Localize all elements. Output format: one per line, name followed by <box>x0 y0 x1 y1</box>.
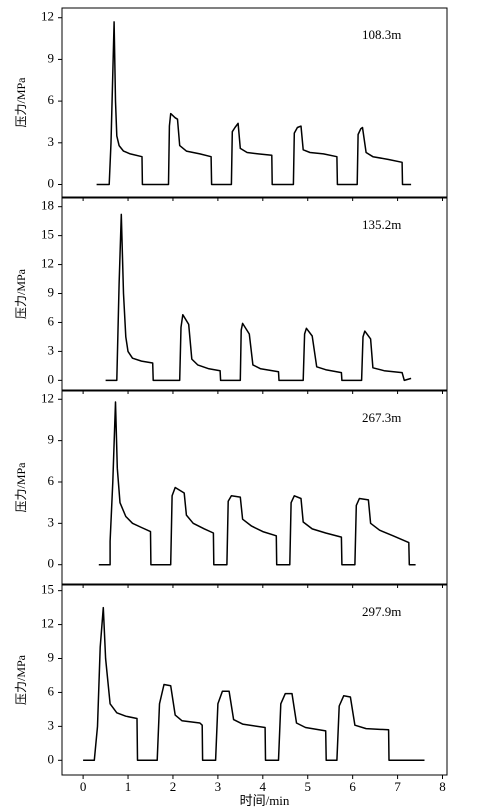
y-axis-label: 压力/MPa <box>14 654 28 705</box>
y-tick-label: 0 <box>48 751 55 766</box>
annotation: 267.3m <box>362 410 401 425</box>
pressure-line <box>98 401 416 566</box>
y-tick-label: 6 <box>48 313 55 328</box>
x-tick-label: 7 <box>394 779 401 794</box>
y-tick-label: 6 <box>48 683 55 698</box>
plot-frame <box>61 390 448 585</box>
y-tick-label: 9 <box>48 50 55 65</box>
annotation: 297.9m <box>362 604 401 619</box>
y-tick-label: 0 <box>48 371 55 386</box>
annotation: 108.3m <box>362 27 401 42</box>
pressure-line <box>96 21 412 186</box>
x-tick-label: 2 <box>170 779 177 794</box>
pressure-line <box>105 213 412 382</box>
y-tick-label: 9 <box>48 285 55 300</box>
x-axis-label: 时间/min <box>240 793 290 808</box>
y-tick-label: 9 <box>48 649 55 664</box>
y-tick-label: 6 <box>48 473 55 488</box>
y-tick-label: 0 <box>48 556 55 571</box>
y-tick-label: 3 <box>48 514 55 529</box>
plot-frame <box>61 7 448 198</box>
y-tick-label: 12 <box>41 616 54 631</box>
y-tick-label: 9 <box>48 432 55 447</box>
y-axis-label: 压力/MPa <box>14 77 28 128</box>
x-tick-label: 1 <box>125 779 132 794</box>
y-tick-label: 12 <box>41 390 54 405</box>
y-tick-label: 3 <box>48 342 55 357</box>
x-tick-label: 5 <box>304 779 311 794</box>
x-tick-label: 3 <box>215 779 222 794</box>
x-tick-label: 6 <box>349 779 356 794</box>
y-tick-label: 12 <box>41 9 54 24</box>
y-axis-label: 压力/MPa <box>14 462 28 513</box>
y-tick-label: 6 <box>48 92 55 107</box>
y-tick-label: 3 <box>48 134 55 149</box>
annotation: 135.2m <box>362 217 401 232</box>
y-axis-label: 压力/MPa <box>14 268 28 319</box>
pressure-line <box>83 606 425 762</box>
y-tick-label: 15 <box>41 227 54 242</box>
y-tick-label: 15 <box>41 582 54 597</box>
x-tick-label: 4 <box>260 779 267 794</box>
y-tick-label: 3 <box>48 717 55 732</box>
y-tick-label: 12 <box>41 256 54 271</box>
plot-frame <box>61 584 448 776</box>
x-tick-label: 8 <box>439 779 446 794</box>
y-tick-label: 18 <box>41 198 54 213</box>
y-tick-label: 0 <box>48 175 55 190</box>
x-tick-label: 0 <box>80 779 87 794</box>
